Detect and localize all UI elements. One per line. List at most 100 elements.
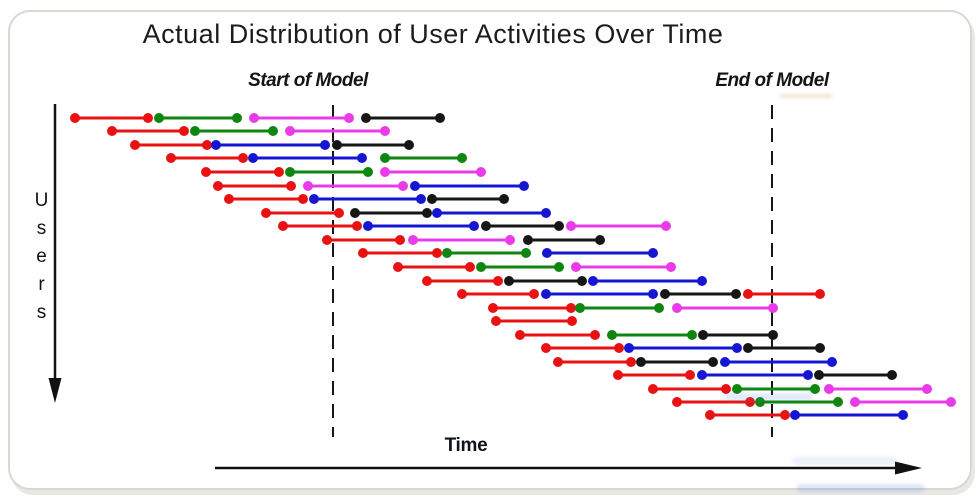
activity-end-dot [398, 181, 408, 191]
activity-end-dot [357, 153, 367, 163]
activity-start-dot [613, 370, 623, 380]
activity-end-dot [521, 248, 531, 258]
activity-start-dot [648, 384, 658, 394]
activity-end-dot [334, 208, 344, 218]
activity-start-dot [743, 289, 753, 299]
activity-end-dot [529, 289, 539, 299]
activity-start-dot [698, 330, 708, 340]
activity-end-dot [363, 167, 373, 177]
activity-end-dot [721, 384, 731, 394]
activity-start-dot [278, 221, 288, 231]
activity-start-dot [541, 343, 551, 353]
activity-end-dot [232, 113, 242, 123]
activity-start-dot [154, 113, 164, 123]
activity-end-dot [566, 303, 576, 313]
watermark-smudge [780, 94, 832, 98]
activity-start-dot [672, 397, 682, 407]
activity-start-dot [575, 303, 585, 313]
activity-start-dot [660, 289, 670, 299]
watermark-smudge [725, 393, 813, 401]
activity-end-dot [687, 330, 697, 340]
activity-end-dot [286, 181, 296, 191]
activity-end-dot [465, 262, 475, 272]
activity-start-dot [285, 126, 295, 136]
y-axis-label: Users [31, 190, 52, 330]
activity-start-dot [380, 153, 390, 163]
activity-end-dot [648, 248, 658, 258]
activity-start-dot [350, 208, 360, 218]
activity-end-dot [577, 276, 587, 286]
activity-start-dot [705, 410, 715, 420]
activity-end-dot [457, 153, 467, 163]
activity-start-dot [309, 194, 319, 204]
activity-start-dot [672, 303, 682, 313]
x-axis-label: Time [444, 435, 488, 456]
activity-end-dot [697, 276, 707, 286]
activity-end-dot [768, 303, 778, 313]
activity-start-dot [515, 330, 525, 340]
activity-start-dot [488, 303, 498, 313]
activity-end-dot [422, 208, 432, 218]
activity-end-dot [268, 126, 278, 136]
activity-start-dot [408, 235, 418, 245]
activity-start-dot [504, 276, 514, 286]
start-of-model-label: Start of Model [248, 70, 368, 91]
activity-start-dot [213, 181, 223, 191]
activity-start-dot [432, 208, 442, 218]
activity-start-dot [824, 384, 834, 394]
activity-start-dot [542, 248, 552, 258]
activity-end-dot [666, 262, 676, 272]
activity-end-dot [732, 343, 742, 353]
activity-start-dot [523, 235, 533, 245]
activity-end-dot [803, 370, 813, 380]
activity-end-dot [274, 167, 284, 177]
activity-end-dot [493, 276, 503, 286]
activity-start-dot [393, 262, 403, 272]
activity-start-dot [332, 140, 342, 150]
activity-start-dot [303, 181, 313, 191]
activity-end-dot [541, 208, 551, 218]
activity-start-dot [107, 126, 117, 136]
activity-end-dot [143, 113, 153, 123]
activity-start-dot [814, 370, 824, 380]
activity-start-dot [322, 235, 332, 245]
activity-start-dot [70, 113, 80, 123]
activity-end-dot [654, 303, 664, 313]
activity-start-dot [743, 343, 753, 353]
activity-end-dot [554, 262, 564, 272]
activity-end-dot [731, 289, 741, 299]
activity-start-dot [361, 113, 371, 123]
activity-end-dot [810, 384, 820, 394]
activity-end-dot [476, 167, 486, 177]
watermark-smudge [792, 457, 897, 465]
activity-start-dot [442, 248, 452, 258]
activity-start-dot [261, 208, 271, 218]
activity-end-dot [780, 410, 790, 420]
activity-start-dot [427, 194, 437, 204]
activity-start-dot [211, 140, 221, 150]
activity-end-dot [887, 370, 897, 380]
activity-end-dot [567, 316, 577, 326]
activity-end-dot [833, 397, 843, 407]
activity-start-dot [476, 262, 486, 272]
activity-end-dot [708, 357, 718, 367]
activity-start-dot [755, 397, 765, 407]
activity-start-dot [790, 410, 800, 420]
activity-end-dot [648, 289, 658, 299]
activity-start-dot [697, 370, 707, 380]
activity-start-dot [720, 357, 730, 367]
activity-start-dot [130, 140, 140, 150]
activity-start-dot [358, 248, 368, 258]
activity-start-dot [553, 357, 563, 367]
activity-end-dot [202, 140, 212, 150]
activity-start-dot [481, 221, 491, 231]
activity-start-dot [410, 181, 420, 191]
activity-end-dot [519, 181, 529, 191]
activity-start-dot [607, 330, 617, 340]
activity-start-dot [249, 113, 259, 123]
activity-end-dot [898, 410, 908, 420]
x-axis-arrowhead [895, 461, 922, 475]
activity-end-dot [395, 235, 405, 245]
